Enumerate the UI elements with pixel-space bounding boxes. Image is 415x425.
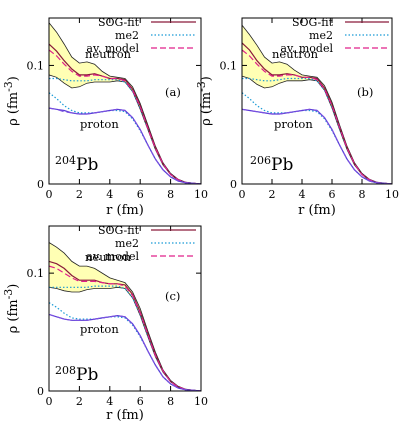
legend-entry-label: me2 [115, 237, 139, 250]
panel-label: (b) [357, 85, 373, 99]
nucleus-label: 206Pb [250, 154, 293, 175]
x-tick-label: 10 [194, 188, 208, 201]
panel-label: (a) [165, 85, 181, 99]
x-tick-label: 4 [299, 188, 306, 201]
x-tick-label: 0 [46, 188, 53, 201]
x-tick-label: 8 [167, 395, 174, 408]
y-tick-label: 0 [230, 178, 237, 191]
plot-frame [48, 225, 202, 392]
proton-av-model-line [242, 108, 392, 184]
x-tick-label: 0 [46, 395, 53, 408]
neutron-av-model-line [242, 49, 392, 184]
plot-area [242, 24, 392, 184]
legend-entry-label: SOG-fit [292, 16, 334, 29]
x-tick-label: 2 [76, 395, 83, 408]
y-tick-label: 0 [37, 178, 44, 191]
x-tick-label: 8 [359, 188, 366, 201]
panel-label: (c) [165, 289, 180, 303]
proton-annotation: proton [80, 322, 119, 336]
y-axis-label: ρ (fm-3) [2, 284, 21, 334]
legend-entry-label: av. model [280, 42, 333, 55]
nucleus-label: 208Pb [55, 364, 98, 385]
nucleus-label: 204Pb [55, 154, 98, 175]
proton-annotation: proton [80, 117, 119, 131]
legend-entry-label: av. model [86, 42, 139, 55]
x-tick-label: 10 [385, 188, 399, 201]
x-axis-label: r (fm) [106, 408, 144, 423]
y-tick-label: 0.1 [220, 59, 238, 72]
neutron-annotation: neutron [272, 47, 319, 61]
proton-me2-line [242, 92, 392, 184]
neutron-av-model-line [49, 49, 201, 184]
neutron-band-upper-edge [49, 22, 201, 184]
neutron-av-model-line [49, 265, 201, 391]
x-tick-label: 6 [137, 188, 144, 201]
proton-sog-fit-line [49, 107, 201, 184]
x-tick-label: 6 [329, 188, 336, 201]
x-tick-label: 2 [76, 188, 83, 201]
proton-me2-line [49, 92, 201, 184]
legend-entry-label: av. model [86, 250, 139, 263]
plot-frame [48, 17, 202, 185]
proton-annotation: proton [274, 117, 313, 131]
x-axis-label: r (fm) [106, 203, 144, 218]
legend-entry-label: me2 [309, 29, 333, 42]
neutron-annotation: neutron [85, 47, 132, 61]
neutron-uncertainty-band [49, 22, 201, 184]
x-tick-label: 4 [106, 188, 113, 201]
plot-area [49, 22, 201, 184]
x-tick-label: 0 [239, 188, 246, 201]
legend-entry-label: me2 [115, 29, 139, 42]
legend-entry-label: SOG-fit [98, 16, 140, 29]
plot-frame [241, 17, 393, 185]
x-tick-label: 4 [106, 395, 113, 408]
y-tick-label: 0 [37, 385, 44, 398]
neutron-band-upper-edge [49, 242, 201, 391]
proton-sog-fit-line [242, 108, 392, 184]
proton-sog-fit-line [49, 313, 201, 391]
proton-me2-line [49, 302, 201, 391]
y-axis-label: ρ (fm-3) [195, 76, 214, 126]
x-axis-label: r (fm) [298, 203, 336, 218]
x-tick-label: 8 [167, 188, 174, 201]
proton-av-model-line [49, 313, 201, 391]
y-tick-label: 0.1 [27, 59, 45, 72]
y-tick-label: 0.1 [27, 267, 45, 280]
y-axis-label: ρ (fm-3) [2, 76, 21, 126]
plot-area [49, 242, 201, 391]
proton-av-model-line [49, 107, 201, 184]
neutron-annotation: neutron [85, 250, 132, 264]
x-tick-label: 10 [194, 395, 208, 408]
x-tick-label: 6 [137, 395, 144, 408]
legend-entry-label: SOG-fit [98, 224, 140, 237]
neutron-uncertainty-band [242, 25, 392, 184]
neutron-band-upper-edge [242, 24, 392, 184]
x-tick-label: 2 [269, 188, 276, 201]
